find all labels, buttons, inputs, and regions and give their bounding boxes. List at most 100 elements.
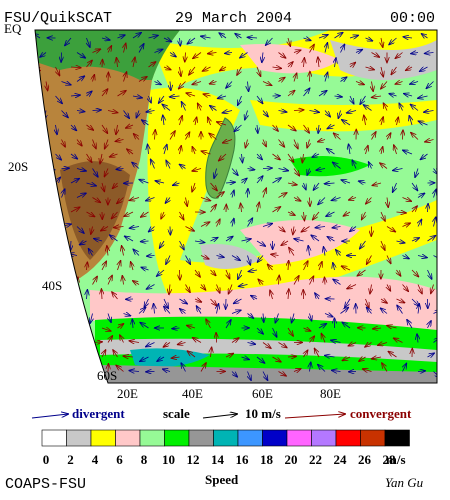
wind-arrow xyxy=(247,169,255,170)
wind-arrow xyxy=(294,239,304,241)
wind-arrow xyxy=(420,67,428,71)
wind-arrow xyxy=(263,313,264,323)
wind-arrow xyxy=(232,219,234,227)
wind-arrow xyxy=(110,235,118,242)
speed-band xyxy=(90,276,437,330)
wind-arrow xyxy=(262,224,272,227)
wind-arrow xyxy=(417,334,418,343)
wind-arrow xyxy=(117,324,124,328)
lat-label: 60S xyxy=(97,368,117,383)
wind-arrow xyxy=(301,226,310,232)
wind-arrow xyxy=(427,236,436,242)
speed-band xyxy=(250,100,437,132)
wind-arrow xyxy=(381,66,383,77)
wind-arrow xyxy=(395,82,403,85)
wind-arrow xyxy=(124,72,127,82)
wind-arrow xyxy=(179,240,185,250)
wind-arrow xyxy=(101,227,109,231)
wind-arrow xyxy=(394,145,397,155)
wind-arrow xyxy=(40,53,47,58)
wind-arrow xyxy=(116,124,118,134)
wind-arrow xyxy=(288,289,289,300)
wind-arrow xyxy=(219,153,227,161)
wind-arrow xyxy=(425,53,434,54)
wind-arrow xyxy=(76,371,86,376)
lat-label: 40S xyxy=(42,278,62,293)
wind-arrow xyxy=(287,90,295,97)
wind-arrow xyxy=(90,313,92,324)
wind-arrow xyxy=(163,38,171,42)
wind-arrow xyxy=(101,328,111,331)
wind-arrow xyxy=(272,124,279,131)
wind-arrow xyxy=(203,94,211,96)
wind-arrow xyxy=(132,319,133,329)
wind-arrow xyxy=(144,298,148,307)
wind-arrow xyxy=(248,81,249,92)
map-frame xyxy=(34,29,438,384)
wind-arrow xyxy=(241,239,252,241)
wind-arrow xyxy=(275,313,278,323)
wind-arrow xyxy=(147,256,155,257)
wind-arrow xyxy=(160,240,164,248)
wind-arrow xyxy=(139,180,149,183)
wind-arrow xyxy=(303,328,311,331)
wind-arrow xyxy=(86,356,97,357)
colorbar-box xyxy=(237,429,263,447)
wind-arrow xyxy=(332,227,341,228)
wind-arrow xyxy=(92,168,98,177)
wind-arrow xyxy=(35,298,41,303)
wind-arrow xyxy=(367,307,372,314)
colorbar-box xyxy=(360,429,386,447)
wind-arrow xyxy=(338,110,340,119)
wind-arrow xyxy=(122,246,124,256)
wind-arrow xyxy=(372,96,382,97)
wind-arrow xyxy=(55,255,62,263)
wind-arrow xyxy=(231,168,238,176)
wind-arrow xyxy=(181,102,185,111)
wind-arrow xyxy=(294,139,298,149)
wind-arrow xyxy=(310,276,314,285)
wind-arrow xyxy=(39,239,48,241)
wind-arrow xyxy=(428,204,429,213)
wind-arrow xyxy=(105,139,108,149)
wind-arrow xyxy=(186,93,196,96)
scale-arrow xyxy=(202,414,237,419)
wind-arrow xyxy=(425,140,434,142)
wind-arrow xyxy=(387,326,397,328)
land xyxy=(35,30,180,279)
map xyxy=(35,30,437,383)
wind-arrow xyxy=(257,124,258,133)
wind-arrow xyxy=(411,182,418,190)
colorbar-tick-label: 4 xyxy=(92,452,99,467)
wind-arrow xyxy=(318,91,327,97)
wind-arrow xyxy=(314,348,320,358)
colorbar-tick-label: 14 xyxy=(211,452,225,467)
wind-arrow xyxy=(165,197,170,204)
wind-arrow xyxy=(65,37,72,46)
wind-arrow xyxy=(403,363,407,372)
wind-arrow xyxy=(417,193,425,197)
wind-arrow xyxy=(327,125,335,129)
wind-arrow xyxy=(308,246,309,256)
wind-arrow xyxy=(179,81,186,89)
wind-arrow xyxy=(287,183,297,185)
wind-arrow xyxy=(318,140,326,142)
wind-arrow xyxy=(56,66,60,76)
wind-arrow xyxy=(92,110,102,111)
wind-arrow xyxy=(232,372,237,377)
wind-arrow xyxy=(348,343,357,346)
wind-arrow xyxy=(380,299,387,303)
wind-arrow xyxy=(193,52,202,59)
wind-arrow xyxy=(278,169,289,171)
wind-arrow xyxy=(327,149,335,155)
wind-arrow xyxy=(278,226,285,232)
wind-arrow xyxy=(146,198,155,201)
wind-arrow xyxy=(114,227,124,228)
wind-arrow xyxy=(257,202,259,213)
wind-arrow xyxy=(359,357,366,361)
wind-arrow xyxy=(245,110,248,120)
wind-arrow xyxy=(86,124,94,130)
wind-arrow xyxy=(129,371,140,372)
wind-arrow xyxy=(363,369,372,372)
wind-arrow xyxy=(318,57,319,68)
